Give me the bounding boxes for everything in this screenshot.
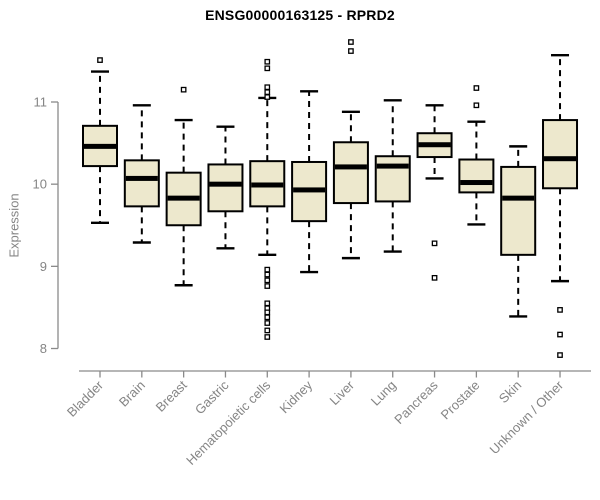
iqr-box	[123, 159, 160, 208]
median-line	[376, 163, 409, 169]
iqr-box	[374, 155, 411, 203]
median-line	[544, 156, 577, 162]
boxplot-group-brain	[123, 104, 160, 244]
outlier-point	[473, 85, 480, 91]
boxplot-group-kidney	[291, 90, 328, 274]
median-line	[209, 181, 242, 187]
x-category-label: Bladder	[64, 377, 107, 420]
outlier-point	[431, 240, 438, 247]
x-category-label: Unknown / Other	[487, 377, 567, 457]
boxplot-group-bladder	[82, 57, 118, 224]
y-tick-label: 10	[33, 177, 47, 192]
chart-title: ENSG00000163125 - RPRD2	[205, 7, 395, 23]
outlier-point	[264, 94, 271, 100]
median-line	[418, 142, 451, 148]
boxplot-group-unknown-other	[542, 53, 579, 358]
outlier-point	[431, 274, 438, 281]
median-line	[334, 164, 367, 170]
outlier-point	[264, 266, 271, 273]
median-line	[84, 143, 116, 149]
x-category-label: Kidney	[277, 377, 316, 416]
outlier-point	[557, 307, 563, 313]
x-category-label: Lung	[368, 378, 399, 409]
outlier-point	[348, 39, 354, 45]
y-axis-label: Expression	[6, 193, 22, 258]
x-category-label: Breast	[153, 377, 190, 414]
iqr-box	[207, 163, 244, 213]
y-axis: 8 9 10 11	[33, 95, 59, 356]
outlier-point	[264, 327, 271, 334]
y-tick-label: 8	[40, 341, 47, 356]
outlier-point	[264, 58, 271, 65]
x-category-label: Skin	[496, 378, 524, 406]
outlier-point	[348, 48, 354, 54]
median-line	[167, 195, 200, 201]
outlier-point	[264, 300, 271, 307]
outlier-point	[264, 277, 271, 284]
outlier-point	[264, 283, 271, 289]
outlier-point	[180, 86, 187, 93]
y-tick-label: 9	[40, 259, 47, 274]
boxplot-group-pancreas	[416, 104, 453, 281]
x-category-label: Pancreas	[391, 377, 441, 427]
x-category-label: Gastric	[192, 377, 232, 417]
outlier-point	[264, 309, 271, 316]
outlier-point	[264, 84, 271, 91]
x-category-label: Brain	[116, 378, 148, 410]
outlier-point	[264, 334, 271, 340]
outlier-point	[264, 320, 271, 326]
y-tick-label: 11	[34, 95, 48, 110]
outlier-point	[473, 102, 480, 109]
x-category-label: Prostate	[438, 378, 483, 423]
outlier-point	[264, 314, 271, 321]
boxplot-group-hematopoietic-cells	[249, 58, 286, 340]
outlier-point	[557, 331, 563, 338]
iqr-box	[500, 165, 537, 256]
median-line	[125, 175, 158, 181]
outlier-point	[264, 271, 271, 278]
boxplot-group-liver	[332, 39, 369, 260]
outlier-point	[264, 89, 271, 95]
boxplot-group-gastric	[207, 125, 244, 250]
iqr-box	[542, 119, 579, 190]
median-line	[293, 187, 326, 193]
boxplot-group-lung	[374, 99, 411, 253]
boxplot-group-prostate	[458, 85, 495, 226]
iqr-box	[332, 141, 369, 205]
boxplot-group-breast	[165, 86, 202, 287]
x-category-label: Liver	[327, 377, 358, 408]
boxplot-group-skin	[500, 145, 537, 318]
outlier-point	[97, 57, 103, 63]
median-line	[251, 182, 284, 188]
median-line	[460, 180, 493, 186]
iqr-box	[458, 158, 495, 194]
outlier-point	[557, 352, 563, 358]
median-line	[502, 195, 535, 201]
outlier-point	[264, 65, 271, 72]
